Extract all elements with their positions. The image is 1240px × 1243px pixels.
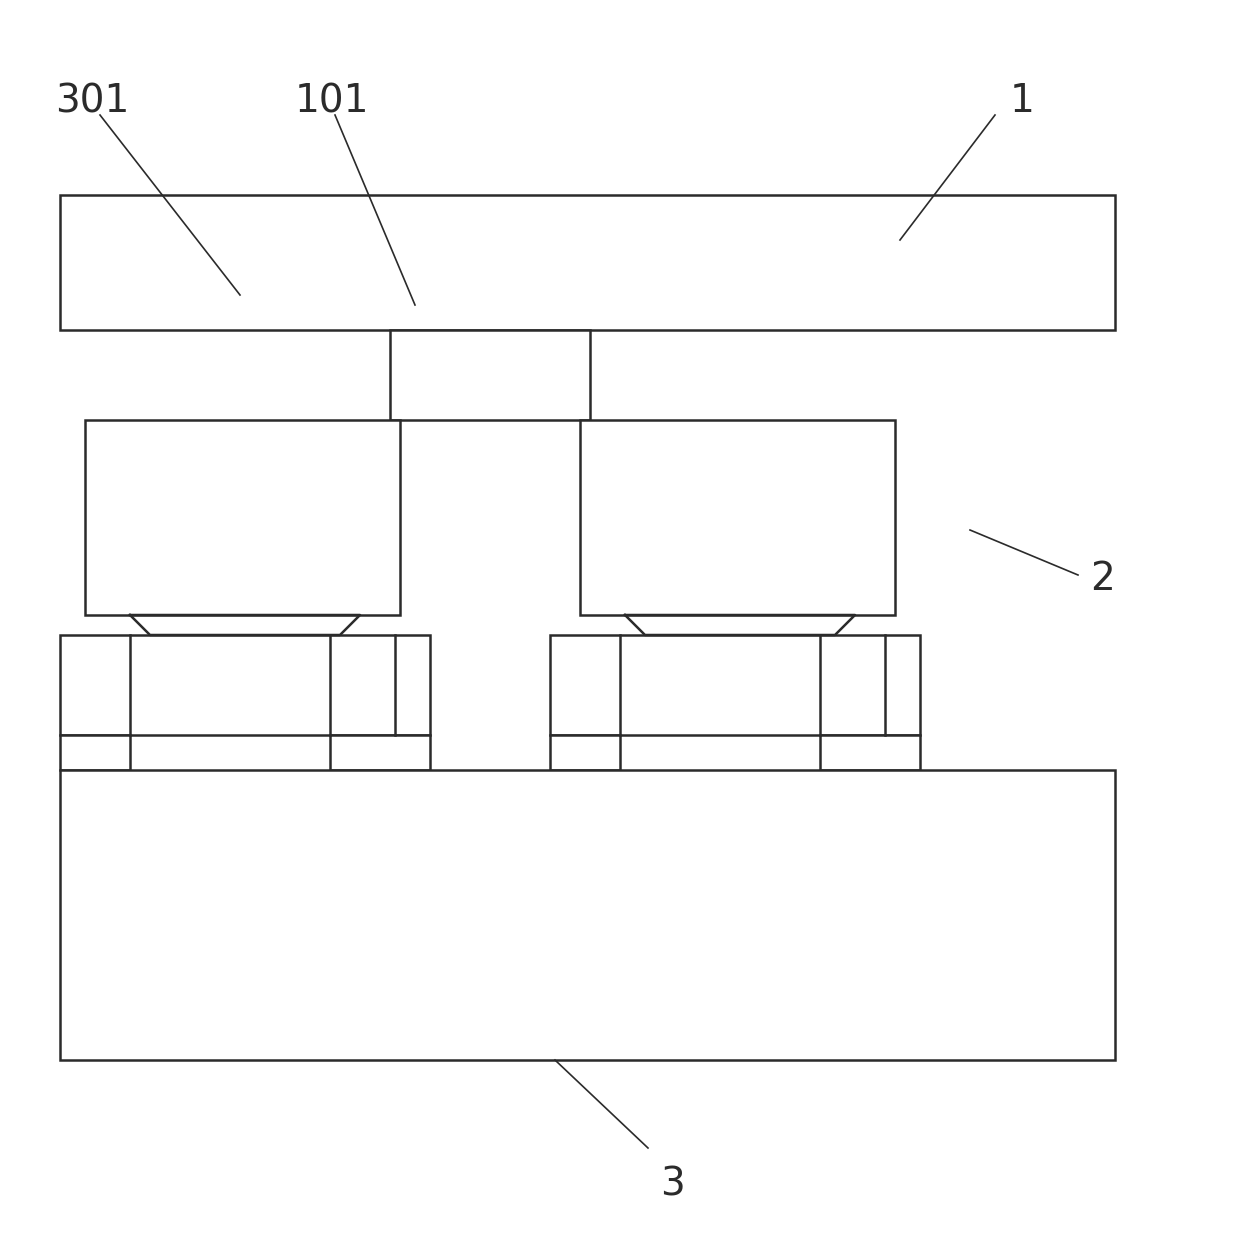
Text: 3: 3 xyxy=(660,1165,684,1203)
Text: 101: 101 xyxy=(295,82,370,121)
Bar xyxy=(580,420,895,615)
Bar xyxy=(551,735,620,769)
Bar xyxy=(391,329,590,420)
Bar xyxy=(820,735,920,769)
Text: 1: 1 xyxy=(1011,82,1035,121)
Bar xyxy=(330,735,430,769)
Bar xyxy=(551,635,920,735)
Bar xyxy=(60,735,130,769)
Text: 2: 2 xyxy=(1090,561,1115,598)
Bar xyxy=(60,195,1115,329)
Bar xyxy=(60,635,430,735)
Text: 301: 301 xyxy=(55,82,129,121)
Bar xyxy=(86,420,401,615)
Bar xyxy=(60,769,1115,1060)
